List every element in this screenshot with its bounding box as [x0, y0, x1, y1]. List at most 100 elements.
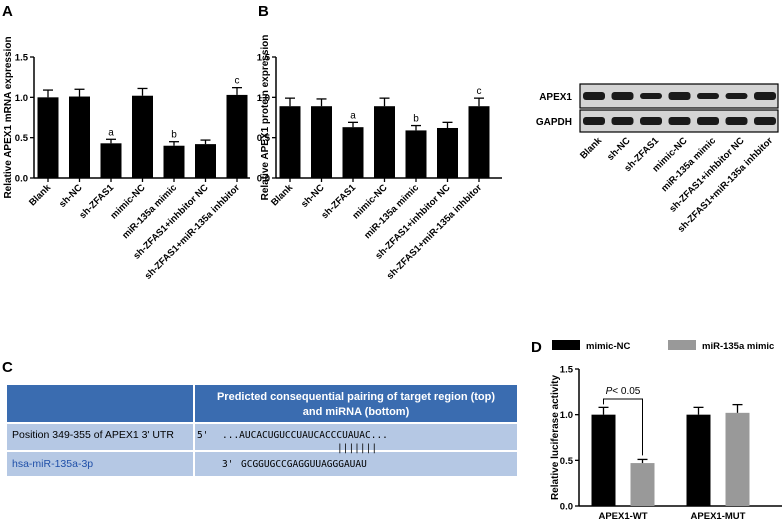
blot-band — [583, 92, 605, 100]
y-tick-label: 1.5 — [257, 53, 271, 64]
panel-letter-a: A — [2, 3, 13, 20]
significance-letter: a — [350, 110, 356, 121]
significance-letter: b — [171, 130, 177, 141]
blot-band — [583, 117, 605, 125]
x-category-label: miR-135a mimic — [120, 182, 179, 241]
panel-letter-b: B — [258, 3, 269, 20]
table-header-line1: Predicted consequential pairing of targe… — [217, 391, 495, 403]
significance-letter: a — [108, 127, 114, 138]
x-category-label: Blank — [269, 182, 296, 209]
row1-seq-seed: CCCUAUAC — [325, 430, 371, 441]
row2-seq-pre: GCGGUGCCGAGGUUA — [241, 459, 327, 470]
y-tick-label: 0.0 — [257, 174, 270, 185]
bar-1 — [279, 106, 301, 178]
significance-letter: c — [235, 76, 240, 87]
x-category-label: sh-NC — [299, 182, 327, 210]
y-tick-label: 0.5 — [257, 133, 271, 144]
bar-3 — [342, 127, 364, 178]
blot-label-apex1: APEX1 — [539, 92, 572, 103]
bar-2 — [69, 96, 90, 178]
table-row1-left — [7, 424, 193, 450]
y-axis-title: Relative APEX1 mRNA expression — [3, 36, 14, 198]
bar-1 — [37, 97, 59, 178]
y-tick-label: 0.0 — [15, 174, 28, 185]
panel-letter-d: D — [531, 339, 542, 356]
row2-sequence: GCGGUGCCGAGGUUAGGGAUAU — [241, 459, 367, 470]
blot-band — [754, 117, 776, 125]
table-header-line2: and miRNA (bottom) — [303, 406, 410, 418]
bar-5 — [163, 145, 185, 178]
row2-prime: 3' — [222, 459, 233, 470]
pairing-table: Predicted consequential pairing of targe… — [7, 385, 517, 476]
legend-swatch-mimic-nc — [552, 340, 580, 350]
blot-band — [697, 117, 719, 125]
row2-seq-seed: GGGAUAU — [327, 459, 367, 470]
table-row2-right — [195, 452, 517, 476]
row1-sequence: ...AUCACUGUCCUAUCACCCUAUAC... — [222, 430, 388, 441]
y-tick-label: 1.0 — [15, 93, 28, 104]
bar-4 — [374, 106, 395, 178]
y-tick-label: 1.0 — [257, 93, 270, 104]
row1-prime: 5' — [197, 430, 208, 441]
panel-letter-c: C — [2, 359, 13, 376]
blot-lane-label: Blank — [578, 135, 605, 162]
bar-mimic-nc — [591, 414, 616, 506]
legend: mimic-NC miR-135a mimic — [552, 340, 774, 352]
table-row1-right — [195, 424, 517, 450]
bar-mimic-nc — [686, 414, 711, 506]
blot-band — [697, 93, 719, 99]
bar-4 — [132, 95, 153, 178]
y-axis-title: Relative luciferase activity — [550, 375, 561, 501]
blot-band — [725, 117, 748, 125]
bar-7 — [468, 106, 490, 178]
significance-letter: c — [477, 86, 482, 97]
table-row2-left — [7, 452, 193, 476]
bar-2 — [311, 106, 332, 178]
legend-label-mir-135a-mimic: miR-135a mimic — [702, 341, 774, 352]
blot-band — [668, 92, 691, 100]
pair-marks: ||||||| — [337, 443, 377, 454]
x-category-label: APEX1-WT — [598, 511, 647, 522]
blot-band — [611, 117, 634, 125]
table-header-left — [7, 385, 193, 422]
blot-band — [754, 92, 776, 100]
y-tick-label: 0.0 — [560, 502, 573, 513]
bar-6 — [195, 144, 216, 178]
bar-mir-135a-mimic — [630, 463, 655, 506]
bar-mir-135a-mimic — [725, 412, 750, 506]
blot-band — [611, 92, 634, 100]
x-category-label: Blank — [27, 182, 54, 209]
bar-3 — [100, 143, 122, 178]
y-tick-label: 1.5 — [560, 365, 574, 376]
x-category-label: APEX1-MUT — [691, 511, 746, 522]
blot-band — [640, 93, 662, 99]
y-axis-title: Relative APEX1 protein expression — [260, 35, 271, 201]
row1-label: Position 349-355 of APEX1 3' UTR — [12, 429, 174, 441]
row1-seq-post: ... — [371, 430, 388, 441]
blot-band — [725, 93, 748, 99]
blot-band — [668, 117, 691, 125]
significance-letter: b — [413, 114, 419, 125]
legend-label-mimic-nc: mimic-NC — [586, 341, 630, 352]
table-header-right — [195, 385, 517, 422]
significance-label: P< 0.05 — [606, 386, 641, 397]
y-tick-label: 1.5 — [15, 53, 29, 64]
row1-seq-pre: ...AUCACUGUCCUAUCA — [222, 430, 325, 441]
x-category-label: sh-NC — [57, 182, 85, 210]
blot-label-gapdh: GAPDH — [536, 117, 572, 128]
legend-swatch-mir-135a-mimic — [668, 340, 696, 350]
bar-7 — [226, 94, 248, 178]
y-tick-label: 0.5 — [15, 133, 29, 144]
y-tick-label: 1.0 — [560, 410, 573, 421]
row2-label: hsa-miR-135a-3p — [12, 458, 93, 470]
significance-bracket — [603, 398, 643, 456]
bar-6 — [437, 127, 458, 178]
x-category-label: miR-135a mimic — [362, 182, 421, 241]
blot-band — [640, 117, 662, 125]
bar-5 — [405, 130, 427, 178]
